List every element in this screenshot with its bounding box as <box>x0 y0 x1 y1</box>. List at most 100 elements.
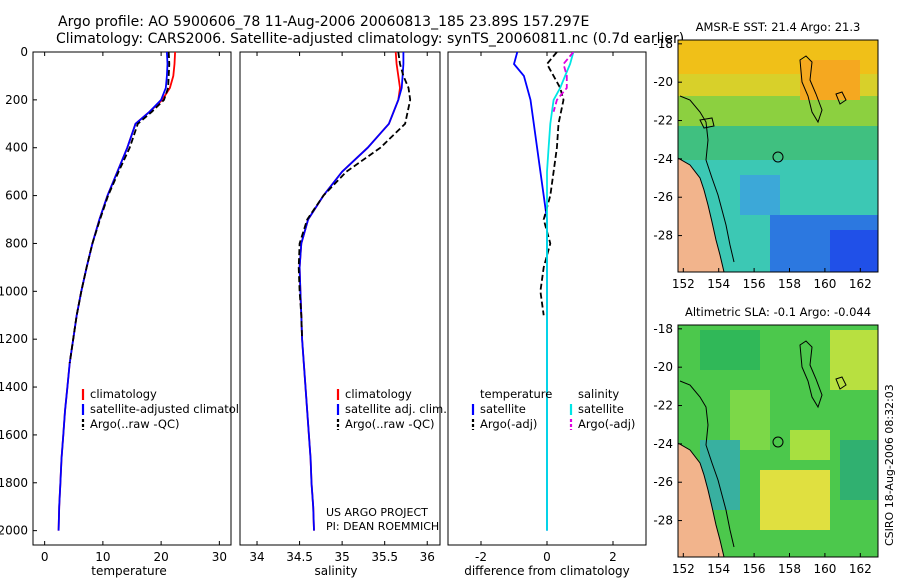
sst-map-xtick-label: 160 <box>813 277 836 291</box>
temperature-series-satellite-adjusted-climatology <box>57 52 169 531</box>
sst-cool-patch-3 <box>830 230 878 272</box>
legend-label: Argo(..raw -QC) <box>90 417 180 431</box>
temperature-ytick-label: 1200 <box>0 332 28 346</box>
legend-label: Argo(-adj) <box>578 417 635 431</box>
sla-map-ticks: 152 154 156 158 160 162 -18 -20 -22 -24 -26 -28 <box>653 322 871 576</box>
difference-xtick-label: 2 <box>609 550 617 564</box>
sla-map-xtick-label: 152 <box>672 562 695 576</box>
sst-map-frame <box>677 39 879 273</box>
sst-map-panel: AMSR-E SST: 21.4 Argo: 21.3 152 154 156 158… <box>653 20 879 291</box>
legend-label: satellite adj. clim. <box>345 402 447 416</box>
salinity-xtick-label: 36 <box>420 550 435 564</box>
sla-map-ytick-label: -26 <box>653 475 673 489</box>
sst-map-xtick-label: 162 <box>849 277 872 291</box>
sla-map-ytick-label: -22 <box>653 399 673 413</box>
legend-label: climatology <box>345 387 412 401</box>
legend-label: Argo(-adj) <box>480 417 537 431</box>
temperature-ytick-label: 400 <box>5 141 28 155</box>
difference-xtick-label: 0 <box>543 550 551 564</box>
sst-mid-band-2 <box>678 126 878 160</box>
legend-label: climatology <box>90 387 157 401</box>
temperature-ytick-label: 1600 <box>0 428 28 442</box>
salinity-xtick-label: 34 <box>249 550 264 564</box>
temperature-ytick-label: 1000 <box>0 284 28 298</box>
sst-map-title: AMSR-E SST: 21.4 Argo: 21.3 <box>696 20 861 34</box>
sst-contour-coast <box>679 95 735 263</box>
sla-patch-4 <box>760 470 830 530</box>
project-line1: US ARGO PROJECT <box>326 506 428 519</box>
temperature-ytick-label: 2000 <box>0 524 28 538</box>
sst-map-ytick-label: -28 <box>653 229 673 243</box>
legend-label: Argo(..raw -QC) <box>345 417 435 431</box>
sst-map-xtick-label: 158 <box>778 277 801 291</box>
side-timestamp: CSIRO 18-Aug-2006 08:32:03 <box>883 384 896 546</box>
legend-label: satellite <box>480 402 526 416</box>
temperature-ytick-label: 1400 <box>0 380 28 394</box>
temperature-ytick-label: 600 <box>5 189 28 203</box>
difference-axis-label: difference from climatology <box>464 564 630 578</box>
sla-map-xtick-label: 156 <box>743 562 766 576</box>
temperature-ytick-label: 1800 <box>0 476 28 490</box>
sst-map-ytick-label: -22 <box>653 114 673 128</box>
sla-contour-coast <box>679 380 735 548</box>
temperature-xtick-label: 0 <box>41 550 49 564</box>
sst-map-ytick-label: -24 <box>653 152 673 166</box>
temperature-series-argo-raw-qc- <box>68 52 171 364</box>
sst-mid-band <box>678 96 878 126</box>
temperature-xtick-label: 20 <box>153 550 168 564</box>
sla-patch-2 <box>830 330 878 390</box>
sst-cool-patch <box>740 175 780 215</box>
salinity-ticks: 34 34.5 35 35.5 36 <box>249 52 435 564</box>
sla-map-xtick-label: 162 <box>849 562 872 576</box>
sla-map-xtick-label: 158 <box>778 562 801 576</box>
temperature-ytick-label: 800 <box>5 236 28 250</box>
sst-map-ytick-label: -18 <box>653 37 673 51</box>
temperature-xtick-label: 30 <box>212 550 227 564</box>
sla-contour-small <box>835 376 847 390</box>
temperature-plot <box>57 52 176 531</box>
sla-land <box>678 442 725 557</box>
salinity-plot <box>297 52 412 531</box>
sst-land <box>678 157 725 272</box>
sst-map-ytick-label: -20 <box>653 75 673 89</box>
difference-plot <box>513 52 575 531</box>
legend-label: satellite <box>578 402 624 416</box>
sla-map-xtick-label: 154 <box>707 562 730 576</box>
temperature-xtick-label: 10 <box>95 550 110 564</box>
sst-yellow-patch <box>800 60 860 100</box>
figure-title-line1: Argo profile: AO 5900606_78 11-Aug-2006 … <box>58 14 589 30</box>
sla-map-ytick-label: -28 <box>653 514 673 528</box>
difference-xtick-label: -2 <box>475 550 487 564</box>
difference-series-salinity-satellite <box>546 52 575 531</box>
sla-map-ytick-label: -20 <box>653 360 673 374</box>
sst-map-xtick-label: 154 <box>707 277 730 291</box>
salinity-axis-label: salinity <box>314 564 357 578</box>
sla-map-frame <box>677 324 879 558</box>
sst-map-xtick-label: 152 <box>672 277 695 291</box>
figure-title-line2: Climatology: CARS2006. Satellite-adjuste… <box>56 31 684 47</box>
sla-map-ytick-label: -18 <box>653 322 673 336</box>
sla-map-field <box>678 325 878 557</box>
salinity-xtick-label: 35 <box>334 550 349 564</box>
temperature-ytick-label: 200 <box>5 93 28 107</box>
sla-patch-1 <box>700 330 760 370</box>
sst-map-ticks: 152 154 156 158 160 162 -18 -20 -22 -24 -26 -28 <box>653 37 871 291</box>
sla-patch-7 <box>790 430 830 460</box>
salinity-series-argo-raw-qc- <box>297 52 412 340</box>
sst-float-marker <box>772 151 784 163</box>
sst-map-xtick-label: 156 <box>743 277 766 291</box>
legend-label: salinity <box>578 387 619 401</box>
difference-series-salinity-argo-adj- <box>552 52 575 113</box>
sla-map-title: Altimetric SLA: -0.1 Argo: -0.044 <box>685 305 871 319</box>
sst-contour-small <box>835 91 847 105</box>
salinity-xtick-label: 34.5 <box>286 550 313 564</box>
sst-map-field <box>678 40 878 272</box>
difference-legend: temperaturesatelliteArgo(-adj)salinitysa… <box>471 387 635 431</box>
sst-map-ytick-label: -26 <box>653 190 673 204</box>
salinity-axes-box <box>239 51 441 546</box>
difference-panel: -2 0 2 difference from climatology tempera… <box>447 51 647 578</box>
legend-label: temperature <box>480 387 552 401</box>
sst-contour-reef <box>799 55 823 124</box>
